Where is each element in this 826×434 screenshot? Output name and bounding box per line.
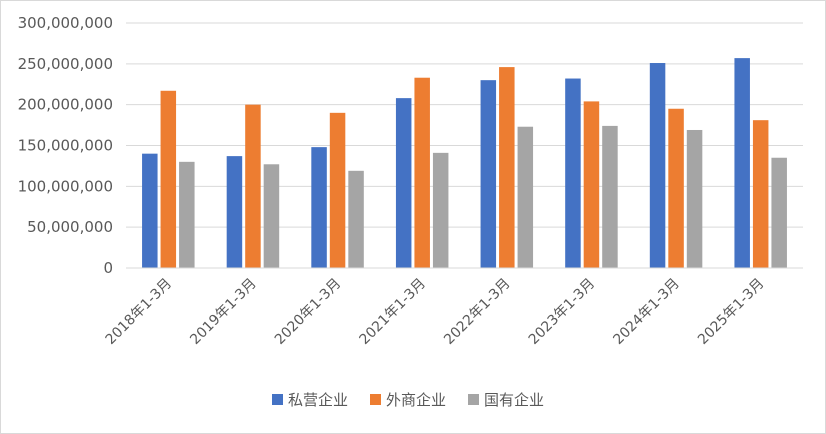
legend-label: 外商企业 [386, 391, 446, 409]
bar [142, 153, 158, 268]
y-axis: 0 50,000,000 100,000,000 150,000,000 200,000… [18, 14, 113, 277]
x-tick-label: 2024年1-3月 [610, 276, 682, 348]
bar [517, 126, 534, 268]
bar [602, 125, 618, 269]
legend-swatch [370, 394, 381, 405]
bar [771, 157, 787, 268]
bar [432, 152, 449, 268]
bar [583, 101, 600, 269]
bars [142, 58, 787, 269]
bar [226, 156, 243, 268]
bar [752, 120, 769, 268]
y-tick-label: 250,000,000 [18, 55, 113, 73]
bar [263, 164, 280, 268]
bar [734, 58, 750, 268]
bar [565, 78, 581, 269]
legend-label: 私营企业 [288, 391, 348, 409]
y-tick-label: 300,000,000 [18, 14, 113, 32]
x-axis: 2018年1-3月 2019年1-3月 2020年1-3月 2021年1-3月 2022… [103, 267, 803, 348]
x-tick-label: 2025年1-3月 [695, 276, 767, 348]
legend-label: 国有企业 [484, 391, 544, 409]
bar [395, 98, 412, 268]
y-tick-label: 0 [103, 259, 113, 277]
bar [668, 108, 684, 268]
bar [245, 104, 261, 269]
bar [348, 170, 364, 268]
y-tick-label: 200,000,000 [18, 96, 113, 114]
bar [329, 112, 346, 268]
x-tick-label: 2023年1-3月 [526, 276, 598, 348]
bar [480, 80, 497, 269]
x-tick-label: 2021年1-3月 [357, 276, 429, 348]
y-tick-label: 150,000,000 [18, 137, 113, 155]
legend-swatch [468, 394, 479, 405]
bar [160, 90, 177, 269]
legend: 私营企业 外商企业 国有企业 [272, 391, 544, 409]
bar [649, 63, 666, 269]
bar [179, 161, 195, 268]
bar [311, 147, 327, 268]
bar [414, 77, 430, 268]
x-tick-label: 2019年1-3月 [187, 276, 259, 348]
x-tick-label: 2018年1-3月 [103, 276, 175, 348]
bar [499, 67, 515, 268]
x-tick-label: 2022年1-3月 [441, 276, 513, 348]
y-tick-label: 50,000,000 [27, 218, 113, 236]
y-tick-label: 100,000,000 [18, 177, 113, 195]
legend-swatch [272, 394, 283, 405]
x-tick-label: 2020年1-3月 [272, 276, 344, 348]
bar [686, 129, 703, 268]
